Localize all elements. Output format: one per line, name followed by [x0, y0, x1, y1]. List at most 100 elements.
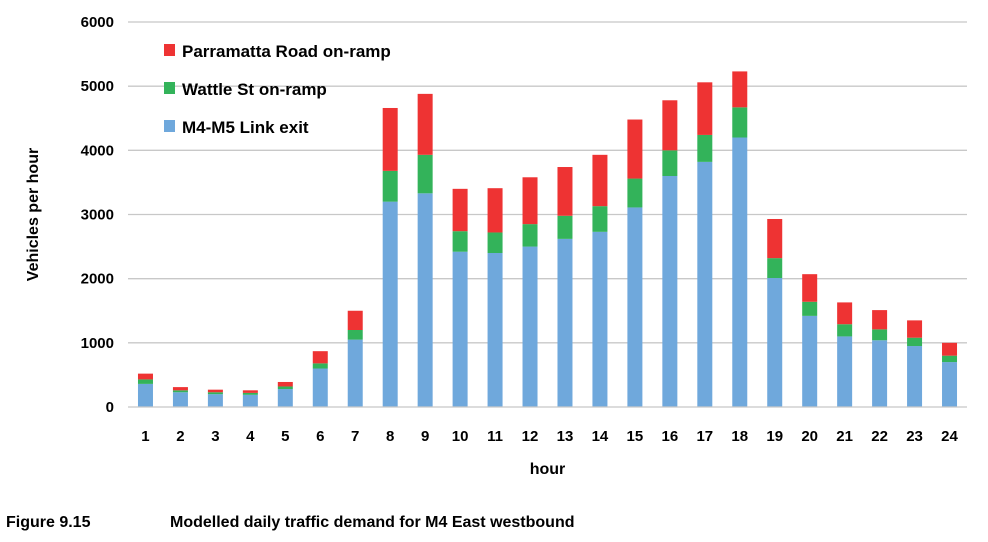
bar-segment-parramatta-rd-on-ramp [207, 389, 223, 393]
bar-segment-wattle-st-on-ramp [417, 154, 433, 194]
bar-segment-m4m5-link-exit [382, 201, 398, 407]
bar-segment-wattle-st-on-ramp [557, 215, 573, 239]
bar-segment-parramatta-rd-on-ramp [137, 373, 153, 380]
x-tick-label: 5 [281, 428, 289, 445]
bar-segment-wattle-st-on-ramp [627, 178, 643, 208]
bar-segment-wattle-st-on-ramp [487, 232, 503, 253]
y-tick-label: 1000 [81, 335, 114, 352]
bar-segment-parramatta-rd-on-ramp [732, 71, 748, 108]
bar-segment-m4m5-link-exit [242, 394, 258, 407]
y-tick-label: 2000 [81, 271, 114, 288]
y-tick-label: 4000 [81, 142, 114, 159]
bar-segment-wattle-st-on-ramp [522, 224, 538, 247]
legend-swatch [164, 120, 175, 132]
bar-segment-parramatta-rd-on-ramp [382, 107, 398, 171]
y-tick-labels: 0 1000 2000 3000 4000 5000 6000 [81, 14, 114, 416]
x-tick-label: 18 [731, 428, 748, 445]
bar-segment-wattle-st-on-ramp [732, 107, 748, 138]
bar-segment-m4m5-link-exit [872, 340, 888, 407]
x-tick-label: 13 [557, 428, 574, 445]
bar-segment-parramatta-rd-on-ramp [242, 390, 258, 393]
bar-segment-parramatta-rd-on-ramp [662, 100, 678, 151]
x-tick-label: 19 [766, 428, 783, 445]
bar-segment-parramatta-rd-on-ramp [452, 188, 468, 232]
bar-segment-parramatta-rd-on-ramp [557, 167, 573, 216]
y-axis-title: Vehicles per hour [25, 148, 42, 281]
figure-caption: Modelled daily traffic demand for M4 Eas… [170, 514, 575, 531]
bar-segment-wattle-st-on-ramp [802, 301, 818, 316]
legend-swatch [164, 82, 175, 94]
x-tick-label: 2 [176, 428, 184, 445]
x-tick-label: 7 [351, 428, 359, 445]
bar-segment-parramatta-rd-on-ramp [872, 310, 888, 330]
bar-segment-parramatta-rd-on-ramp [417, 93, 433, 155]
bar-segment-m4m5-link-exit [767, 278, 783, 407]
x-tick-label: 16 [662, 428, 679, 445]
bar-segment-wattle-st-on-ramp [382, 170, 398, 202]
bar-segment-wattle-st-on-ramp [347, 330, 363, 340]
bars [137, 71, 958, 407]
legend-label: Parramatta Road on-ramp [182, 42, 391, 61]
bar-segment-parramatta-rd-on-ramp [697, 82, 713, 135]
bar-segment-m4m5-link-exit [417, 193, 433, 407]
bar-segment-m4m5-link-exit [522, 246, 538, 407]
bar-segment-m4m5-link-exit [277, 389, 293, 407]
bar-segment-parramatta-rd-on-ramp [907, 320, 923, 338]
x-tick-label: 11 [487, 428, 503, 445]
x-tick-label: 22 [871, 428, 888, 445]
y-tick-label: 6000 [81, 14, 114, 31]
y-tick-label: 0 [106, 399, 114, 416]
bar-segment-m4m5-link-exit [627, 207, 643, 407]
x-tick-label: 6 [316, 428, 324, 445]
bar-segment-parramatta-rd-on-ramp [312, 351, 328, 364]
bar-segment-m4m5-link-exit [557, 238, 573, 407]
legend-label: Wattle St on-ramp [182, 80, 327, 99]
bar-segment-parramatta-rd-on-ramp [837, 302, 853, 325]
x-tick-label: 24 [941, 428, 958, 445]
gridlines [128, 21, 967, 344]
x-tick-label: 23 [906, 428, 923, 445]
x-tick-label: 20 [801, 428, 818, 445]
bar-segment-parramatta-rd-on-ramp [627, 119, 643, 179]
bar-segment-m4m5-link-exit [137, 383, 153, 407]
bar-segment-parramatta-rd-on-ramp [172, 387, 188, 391]
bar-segment-m4m5-link-exit [592, 231, 608, 407]
bar-segment-m4m5-link-exit [207, 394, 223, 407]
bar-segment-m4m5-link-exit [697, 161, 713, 407]
x-tick-label: 8 [386, 428, 394, 445]
bar-segment-wattle-st-on-ramp [242, 392, 258, 395]
x-tick-label: 9 [421, 428, 429, 445]
bar-segment-parramatta-rd-on-ramp [942, 342, 958, 356]
bar-segment-m4m5-link-exit [452, 251, 468, 407]
bar-segment-m4m5-link-exit [802, 315, 818, 407]
bar-segment-parramatta-rd-on-ramp [487, 188, 503, 233]
bar-segment-wattle-st-on-ramp [662, 150, 678, 176]
x-tick-label: 17 [696, 428, 713, 445]
bar-segment-m4m5-link-exit [662, 176, 678, 407]
bar-segment-wattle-st-on-ramp [837, 324, 853, 337]
bar-segment-m4m5-link-exit [487, 253, 503, 407]
figure-number: Figure 9.15 [6, 514, 91, 531]
bar-segment-wattle-st-on-ramp [172, 390, 188, 393]
bar-segment-wattle-st-on-ramp [872, 329, 888, 341]
bar-segment-m4m5-link-exit [907, 346, 923, 407]
y-tick-label: 5000 [81, 78, 114, 95]
bar-segment-wattle-st-on-ramp [452, 231, 468, 252]
bar-segment-parramatta-rd-on-ramp [522, 177, 538, 225]
bar-segment-parramatta-rd-on-ramp [802, 274, 818, 302]
legend-label: M4-M5 Link exit [182, 118, 309, 137]
bar-segment-wattle-st-on-ramp [697, 134, 713, 162]
bar-segment-m4m5-link-exit [942, 362, 958, 407]
bar-segment-m4m5-link-exit [312, 368, 328, 407]
bar-segment-parramatta-rd-on-ramp [277, 381, 293, 387]
x-tick-label: 12 [522, 428, 539, 445]
x-tick-label: 21 [836, 428, 853, 445]
bar-segment-m4m5-link-exit [732, 137, 748, 407]
x-tick-label: 1 [141, 428, 149, 445]
x-tick-label: 4 [246, 428, 255, 445]
bar-segment-wattle-st-on-ramp [137, 379, 153, 384]
legend: Parramatta Road on-ramp Wattle St on-ramp… [164, 42, 391, 137]
bar-segment-parramatta-rd-on-ramp [767, 218, 783, 259]
bar-segment-m4m5-link-exit [172, 392, 188, 407]
